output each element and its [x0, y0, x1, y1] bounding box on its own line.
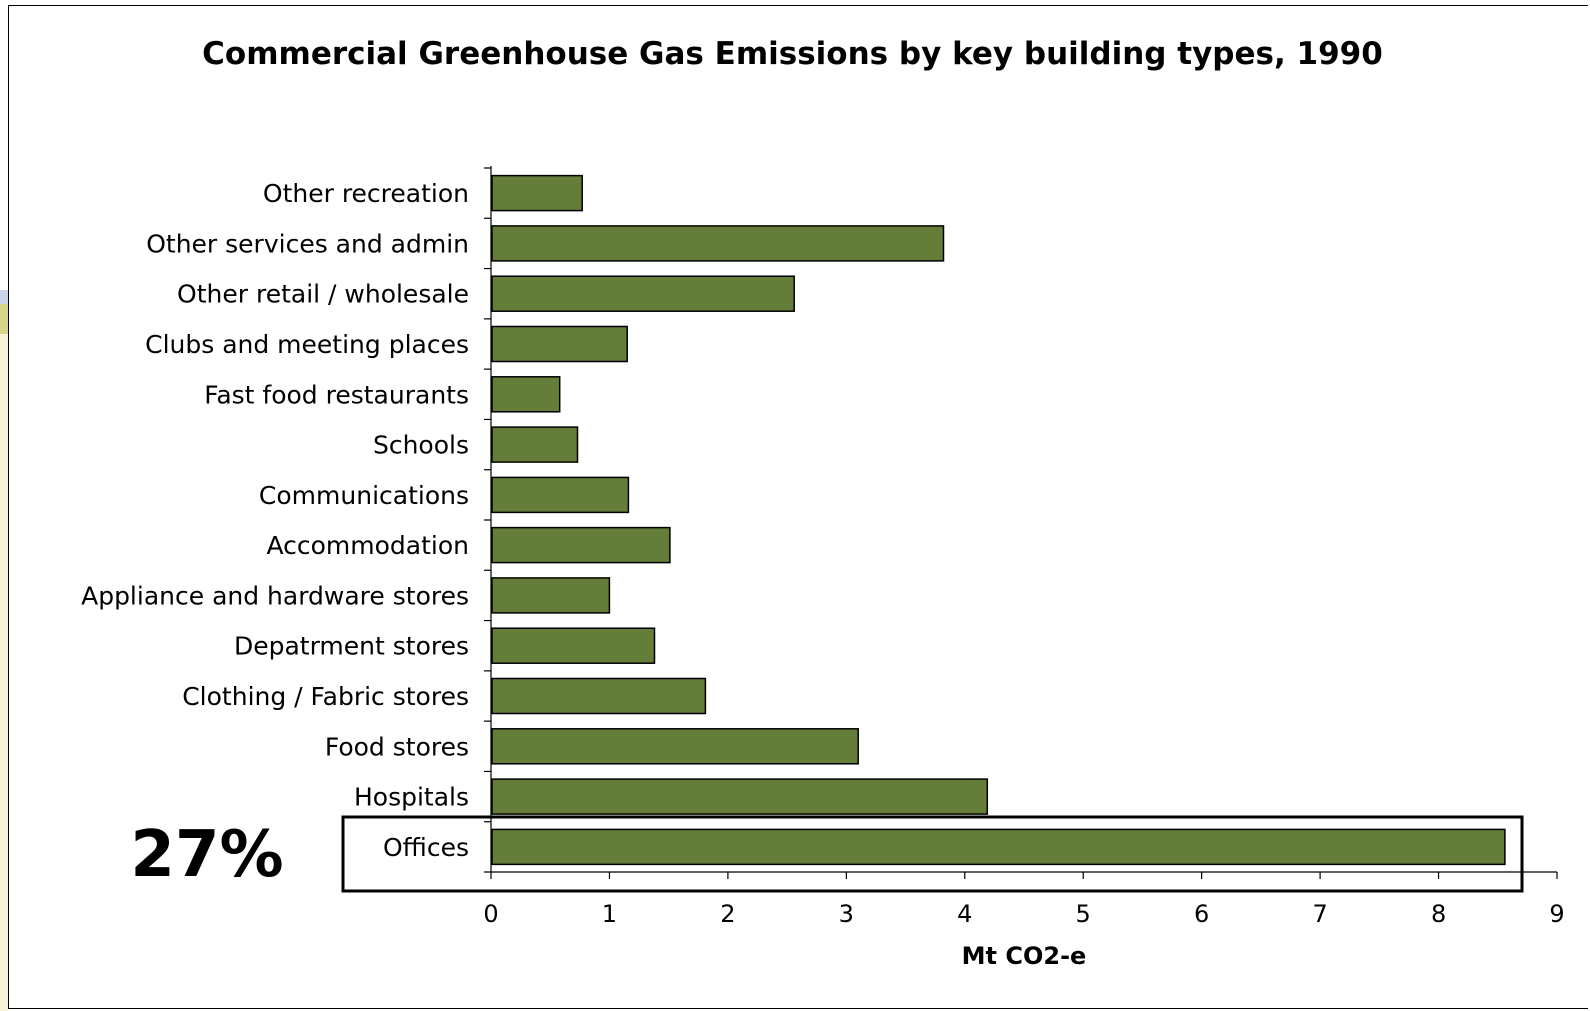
bar-hospitals: [491, 778, 989, 815]
x-axis-title: Mt CO2-e: [962, 942, 1087, 970]
bar-food-stores: [491, 728, 859, 765]
bar-other-retail-wholesale: [491, 275, 795, 312]
background-strip: [0, 290, 8, 1011]
category-label-appliance-and-hardware-stores: Appliance and hardware stores: [81, 581, 469, 610]
bar-appliance-and-hardware-stores: [491, 577, 611, 614]
category-label-accommodation: Accommodation: [266, 531, 469, 560]
category-label-food-stores: Food stores: [325, 732, 469, 761]
category-label-clothing-fabric-stores: Clothing / Fabric stores: [182, 682, 469, 711]
x-tick-label: 6: [1194, 900, 1209, 928]
x-tick-label: 5: [1076, 900, 1091, 928]
category-label-other-services-and-admin: Other services and admin: [146, 229, 469, 258]
x-axis: 0 1 2 3 4 5 6 7 8 9: [483, 166, 1565, 928]
category-label-schools: Schools: [373, 431, 469, 460]
category-label-depatrment-stores: Depatrment stores: [234, 632, 469, 661]
x-tick-label: 0: [483, 900, 498, 928]
bar-schools: [491, 426, 579, 463]
bar-fast-food-restaurants: [491, 376, 561, 413]
bar-clothing-fabric-stores: [491, 677, 707, 715]
bar-accommodation: [491, 526, 671, 564]
x-tick-label: 4: [957, 900, 972, 928]
x-tick-label: 8: [1431, 900, 1446, 928]
category-label-fast-food-restaurants: Fast food restaurants: [204, 380, 469, 409]
bar-depatrment-stores: [491, 627, 656, 664]
x-tick-label: 7: [1312, 900, 1327, 928]
category-label-communications: Communications: [259, 481, 469, 510]
bar-communications: [491, 476, 630, 514]
offices-highlight-box: [341, 815, 1524, 893]
x-tick-label: 1: [602, 900, 617, 928]
bars-group: [491, 174, 1506, 866]
x-tick-label: 9: [1549, 900, 1564, 928]
category-label-hospitals: Hospitals: [354, 783, 469, 812]
bar-other-services-and-admin: [491, 225, 945, 262]
category-label-other-retail-wholesale: Other retail / wholesale: [177, 280, 469, 309]
category-label-offices: Offices: [383, 833, 469, 862]
bar-offices: [491, 828, 1506, 866]
x-tick-label: 3: [839, 900, 854, 928]
background-strip-band: [0, 304, 8, 334]
category-labels: Other recreation Other services and admin…: [81, 179, 469, 862]
percentage-annotation: 27%: [130, 818, 283, 892]
category-label-clubs-and-meeting-places: Clubs and meeting places: [145, 330, 469, 359]
category-label-other-recreation: Other recreation: [263, 179, 469, 208]
bar-other-recreation: [491, 174, 583, 212]
chart-title: Commercial Greenhouse Gas Emissions by k…: [202, 36, 1383, 72]
background-strip-top: [0, 290, 8, 304]
x-tick-label: 2: [720, 900, 735, 928]
bar-clubs-and-meeting-places: [491, 325, 628, 363]
